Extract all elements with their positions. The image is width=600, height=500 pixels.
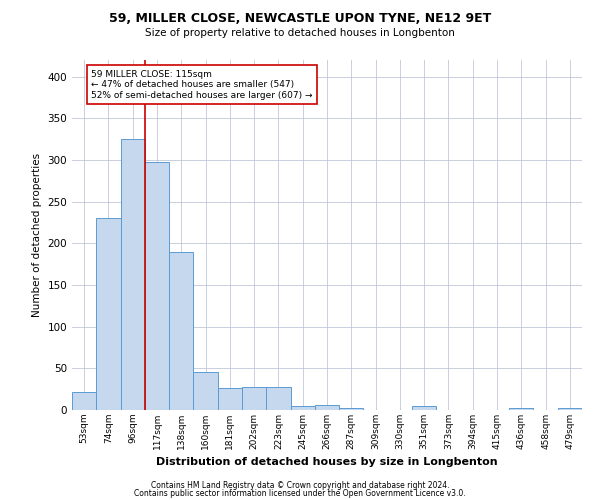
- Text: 59 MILLER CLOSE: 115sqm
← 47% of detached houses are smaller (547)
52% of semi-d: 59 MILLER CLOSE: 115sqm ← 47% of detache…: [91, 70, 313, 100]
- Bar: [72, 392, 96, 410]
- Text: 59, MILLER CLOSE, NEWCASTLE UPON TYNE, NE12 9ET: 59, MILLER CLOSE, NEWCASTLE UPON TYNE, N…: [109, 12, 491, 26]
- Bar: [242, 386, 266, 410]
- Bar: [412, 406, 436, 410]
- Text: Size of property relative to detached houses in Longbenton: Size of property relative to detached ho…: [145, 28, 455, 38]
- Text: Contains public sector information licensed under the Open Government Licence v3: Contains public sector information licen…: [134, 488, 466, 498]
- Bar: [290, 406, 315, 410]
- Bar: [315, 405, 339, 410]
- Bar: [509, 408, 533, 410]
- Bar: [96, 218, 121, 410]
- Bar: [339, 408, 364, 410]
- Bar: [169, 252, 193, 410]
- Bar: [218, 388, 242, 410]
- Bar: [145, 162, 169, 410]
- X-axis label: Distribution of detached houses by size in Longbenton: Distribution of detached houses by size …: [156, 458, 498, 468]
- Bar: [193, 372, 218, 410]
- Bar: [558, 408, 582, 410]
- Bar: [121, 139, 145, 410]
- Bar: [266, 386, 290, 410]
- Y-axis label: Number of detached properties: Number of detached properties: [32, 153, 42, 317]
- Text: Contains HM Land Registry data © Crown copyright and database right 2024.: Contains HM Land Registry data © Crown c…: [151, 481, 449, 490]
